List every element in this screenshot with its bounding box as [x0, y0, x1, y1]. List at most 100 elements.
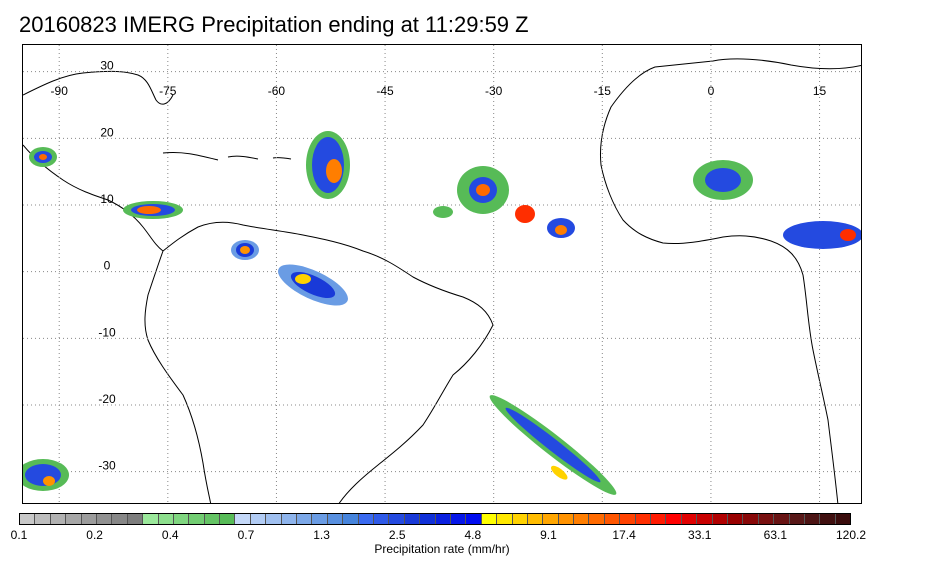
precip-patch-atlantic-north [306, 131, 350, 199]
colorbar-cell [204, 514, 221, 524]
colorbar-cell [450, 514, 467, 524]
lat-label: -20 [98, 392, 116, 406]
colorbar-tick-label: 17.4 [612, 528, 636, 542]
colorbar-cell [297, 514, 313, 524]
precip-patch-central-america [123, 201, 183, 219]
map-canvas: -90 -75 -60 -45 -30 -15 0 15 30 20 10 0 -10 -20 -30 [23, 45, 861, 503]
colorbar-tick-label: 0.7 [237, 528, 255, 542]
colorbar-cell [604, 514, 621, 524]
lon-label: -60 [268, 84, 286, 98]
precip-patch-atlantic-mid [433, 166, 575, 238]
coastline-south-america [144, 221, 494, 503]
colorbar-cell [697, 514, 713, 524]
colorbar-tick-label: 0.4 [161, 528, 179, 542]
colorbar-cell [727, 514, 744, 524]
lon-label: -15 [594, 84, 612, 98]
colorbar-cell [804, 514, 821, 524]
colorbar-cell [481, 514, 498, 524]
colorbar-tick-label: 4.8 [464, 528, 482, 542]
precip-patch-gulf [29, 147, 57, 167]
colorbar-cell [343, 514, 359, 524]
colorbar-cell [435, 514, 451, 524]
precip-patch-west-africa [693, 160, 861, 249]
colorbar-cell [281, 514, 298, 524]
colorbar-cell [404, 514, 421, 524]
precipitation-map[interactable]: -90 -75 -60 -45 -30 -15 0 15 30 20 10 0 -10 -20 -30 [22, 44, 862, 504]
precip-patch-southwest [23, 459, 69, 491]
coastline-north-america [23, 70, 174, 252]
colorbar-cell [266, 514, 282, 524]
colorbar-cell [758, 514, 775, 524]
colorbar-cell [20, 514, 36, 524]
colorbar-cell [820, 514, 836, 524]
colorbar-cell [50, 514, 67, 524]
colorbar-cell [620, 514, 636, 524]
colorbar-title: Precipitation rate (mm/hr) [374, 542, 510, 556]
colorbar-cell [81, 514, 97, 524]
colorbar-cell [127, 514, 144, 524]
colorbar-cell [774, 514, 790, 524]
colorbar-cell [143, 514, 159, 524]
colorbar-cell [789, 514, 805, 524]
colorbar-cell [173, 514, 190, 524]
lat-label: -30 [98, 459, 116, 473]
colorbar-cell [466, 514, 482, 524]
lon-label: -90 [51, 84, 69, 98]
precip-patches [23, 131, 861, 495]
colorbar-cell [651, 514, 667, 524]
colorbar-tick-label: 9.1 [540, 528, 557, 542]
precip-patch-venezuela [231, 240, 259, 260]
map-title: 20160823 IMERG Precipitation ending at 1… [19, 12, 529, 37]
colorbar-cell [235, 514, 251, 524]
grid-labels: -90 -75 -60 -45 -30 -15 0 15 30 20 10 0 -10 -20 -30 [51, 59, 827, 473]
colorbar-tick-label: 120.2 [835, 528, 867, 542]
lat-label: 0 [104, 259, 111, 273]
colorbar-cell [373, 514, 390, 524]
colorbar-cell [712, 514, 728, 524]
colorbar-tick-label: 1.3 [313, 528, 330, 542]
colorbar-cell [543, 514, 559, 524]
lat-label: 10 [100, 192, 114, 206]
gridlines [23, 45, 861, 503]
colorbar-cell [589, 514, 605, 524]
colorbar-cell [96, 514, 113, 524]
lat-label: 30 [100, 59, 114, 73]
colorbar-cell [512, 514, 528, 524]
lat-label: 20 [100, 125, 114, 139]
colorbar-cell [835, 514, 851, 524]
colorbar-cell [666, 514, 682, 524]
lat-label: -10 [98, 325, 116, 339]
coastline-caribbean-islands [162, 152, 292, 161]
colorbar-cell [327, 514, 344, 524]
colorbar-cell [389, 514, 405, 524]
colorbar-cell [574, 514, 590, 524]
colorbar-tick-label: 33.1 [688, 528, 712, 542]
colorbar-tick-label: 0.1 [10, 528, 28, 542]
colorbar-cell [743, 514, 759, 524]
colorbar-cell [681, 514, 698, 524]
lon-label: 15 [813, 84, 827, 98]
colorbar-cell [35, 514, 51, 524]
colorbar-tick-label: 0.2 [86, 528, 103, 542]
colorbar-cell [635, 514, 652, 524]
colorbar-tick-label: 63.1 [763, 528, 788, 542]
colorbar-cell [158, 514, 174, 524]
colorbar-cell [420, 514, 436, 524]
colorbar-cell [558, 514, 575, 524]
colorbar-cell [112, 514, 128, 524]
colorbar-cell [220, 514, 236, 524]
colorbar-cell [66, 514, 82, 524]
colorbar-cell [189, 514, 205, 524]
colorbar [19, 513, 851, 525]
colorbar-cell [527, 514, 544, 524]
colorbar-cell [250, 514, 267, 524]
coastline-africa [600, 58, 861, 503]
lon-label: 0 [708, 84, 715, 98]
precip-patch-amazon [278, 264, 348, 306]
lon-label: -45 [376, 84, 394, 98]
coastlines [23, 58, 861, 503]
colorbar-cell [358, 514, 374, 524]
lon-label: -30 [485, 84, 503, 98]
colorbar-cell [497, 514, 513, 524]
colorbar-tick-label: 2.5 [388, 528, 406, 542]
